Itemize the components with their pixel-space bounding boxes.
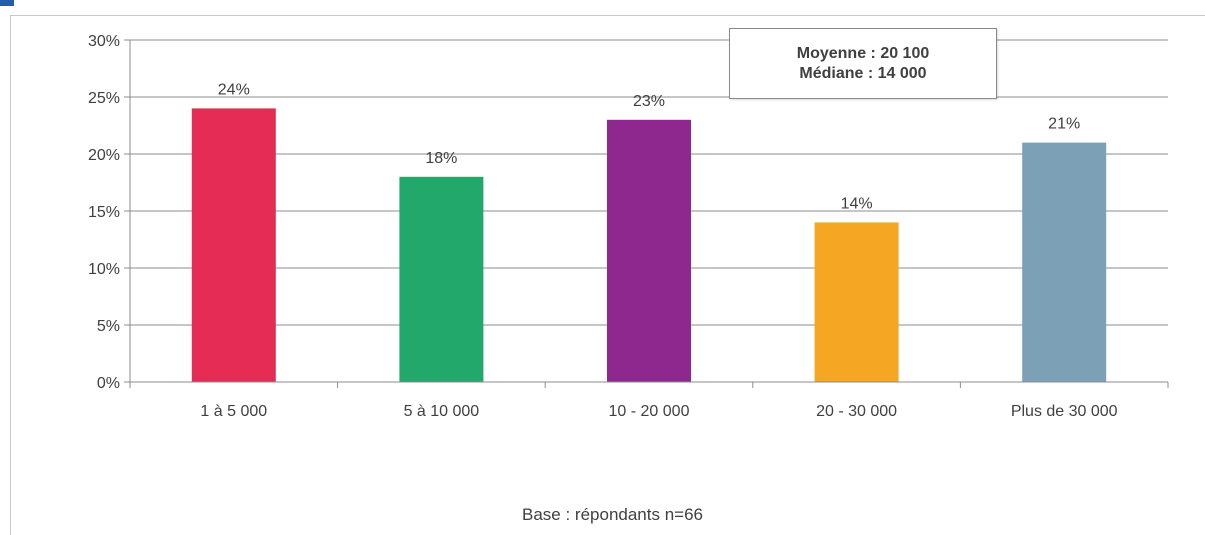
bar	[399, 176, 484, 382]
y-tick-label: 10%	[88, 261, 120, 278]
median-label: Médiane : 14 000	[799, 64, 927, 82]
data-label: 14%	[841, 195, 873, 212]
category-label: 5 à 10 000	[404, 403, 480, 420]
y-tick-label: 5%	[97, 318, 120, 335]
data-label: 21%	[1048, 116, 1080, 133]
data-label: 23%	[633, 93, 665, 110]
category-label: 20 - 30 000	[816, 403, 897, 420]
y-tick-label: 15%	[88, 204, 120, 221]
y-tick-label: 0%	[97, 375, 120, 392]
category-label: Plus de 30 000	[1011, 403, 1118, 420]
bar	[814, 222, 899, 382]
y-tick-label: 30%	[88, 33, 120, 50]
base-footnote: Base : répondants n=66	[522, 505, 703, 524]
x-axis	[129, 40, 1169, 388]
y-tick-label: 20%	[88, 147, 120, 164]
mean-label: Moyenne : 20 100	[796, 44, 930, 62]
frame-left-border	[10, 15, 11, 535]
title-fragment	[0, 0, 14, 6]
data-label: 18%	[425, 150, 457, 167]
bar	[191, 108, 276, 383]
category-label: 1 à 5 000	[200, 403, 267, 420]
y-axis-tick-labels: 0% 5% 10% 15% 20% 25% 30%	[88, 33, 120, 392]
bars	[191, 108, 1107, 383]
category-label: 10 - 20 000	[609, 403, 690, 420]
y-tick-label: 25%	[88, 90, 120, 107]
data-labels: 24% 18% 23% 14% 21%	[218, 81, 1080, 212]
bar	[1022, 142, 1107, 382]
frame-top-border	[10, 15, 1205, 16]
data-label: 24%	[218, 81, 250, 98]
bar	[607, 119, 691, 383]
x-axis-category-labels: 1 à 5 000 5 à 10 000 10 - 20 000 20 - 30 00…	[200, 403, 1117, 420]
stats-annotation-box: Moyenne : 20 100 Médiane : 14 000	[729, 28, 997, 99]
